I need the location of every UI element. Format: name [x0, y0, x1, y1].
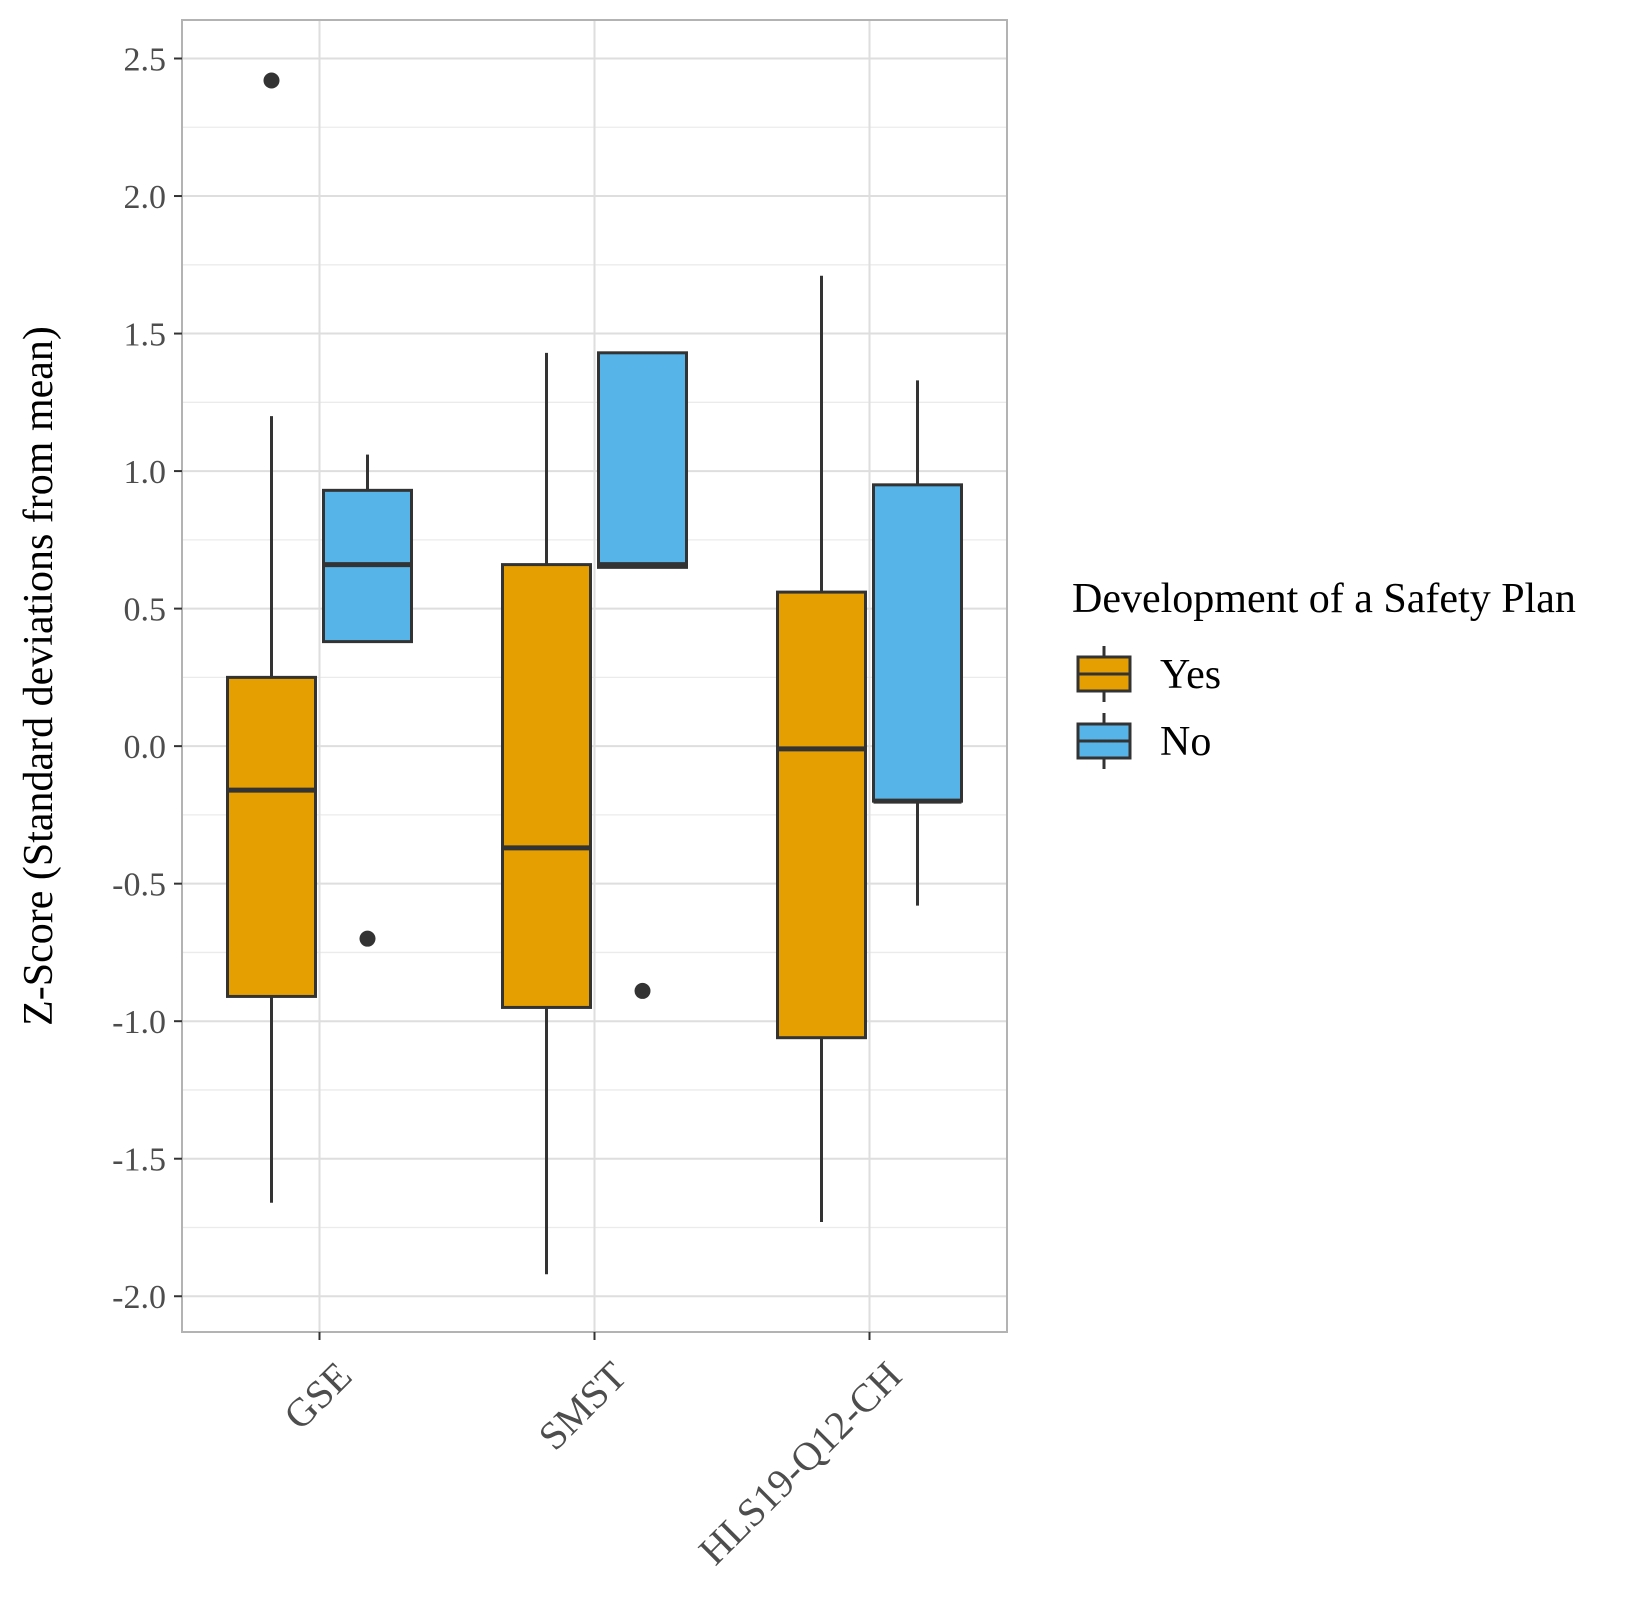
x-tick-label: SMST [530, 1353, 636, 1459]
y-tick-label: -1.0 [112, 1004, 166, 1041]
y-tick-label: 1.5 [124, 317, 167, 354]
box-iqr [872, 483, 963, 803]
x-tick-label: GSE [275, 1353, 360, 1438]
outlier-point [263, 72, 280, 89]
y-tick-label: -0.5 [112, 867, 166, 904]
y-tick-label: 2.5 [124, 42, 167, 79]
box-yes-hls19-q12-ch [776, 275, 867, 1222]
box-iqr [776, 590, 867, 1040]
box-no-smst [597, 351, 688, 999]
box-yes-gse [226, 72, 317, 1203]
legend-label: No [1160, 719, 1211, 765]
legend: Development of a Safety Plan Yes No [1072, 576, 1576, 769]
outlier-point [359, 930, 376, 947]
box-no-gse [322, 454, 413, 947]
legend-item-yes: Yes [1076, 646, 1221, 702]
y-tick-label: 1.0 [124, 454, 167, 491]
grid [182, 20, 1007, 1332]
box-iqr [597, 351, 688, 569]
outlier-point [634, 982, 651, 999]
y-tick-label: -1.5 [112, 1142, 166, 1179]
legend-label: Yes [1160, 652, 1221, 698]
legend-title: Development of a Safety Plan [1072, 576, 1576, 622]
y-axis-title: Z-Score (Standard deviations from mean) [16, 326, 62, 1026]
legend-item-no: No [1076, 713, 1211, 769]
y-tick-label: 0.5 [124, 592, 167, 629]
box-no-hls19-q12-ch [872, 380, 963, 906]
box-iqr [226, 675, 317, 998]
box-iqr [501, 563, 592, 1009]
y-tick-label: 0.0 [124, 729, 167, 766]
boxes [226, 72, 963, 1275]
x-tick-label: HLS19-Q12-CH [690, 1353, 910, 1573]
box-yes-smst [501, 352, 592, 1275]
y-tick-label: -2.0 [112, 1279, 166, 1316]
y-tick-label: 2.0 [124, 179, 167, 216]
legend-items: Yes No [1076, 646, 1221, 769]
